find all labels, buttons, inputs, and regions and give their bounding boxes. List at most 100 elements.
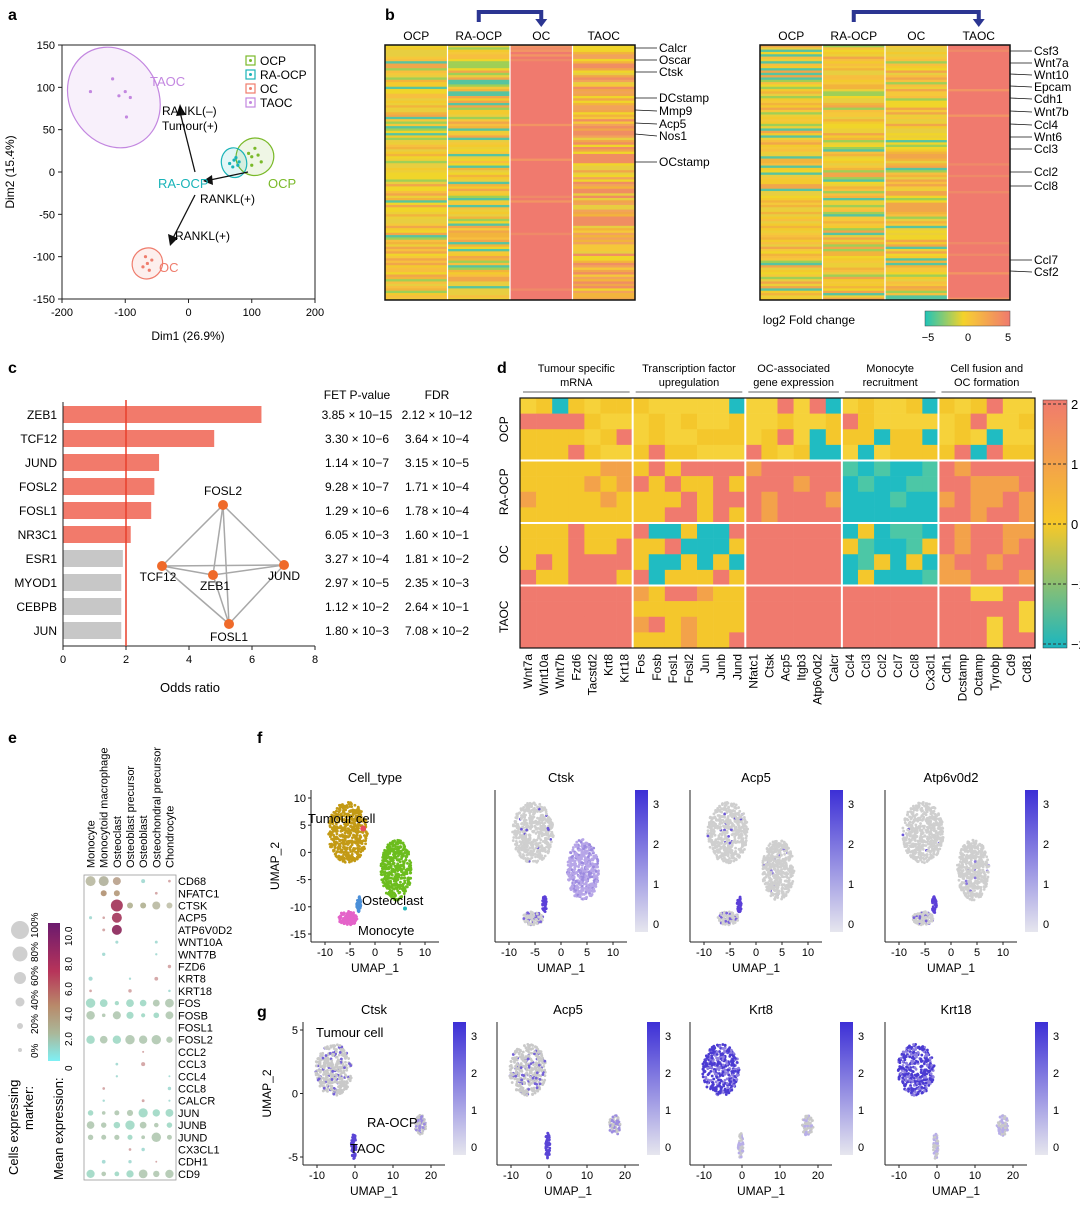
umap-point	[574, 888, 577, 892]
heatmap-cell	[947, 198, 1011, 201]
dotplot-gene-label: NFATC1	[178, 888, 219, 900]
dotplot-dot	[151, 1034, 161, 1045]
umap-point	[529, 857, 532, 861]
umap-point	[724, 851, 728, 855]
heatmap-d-cell	[568, 554, 585, 571]
heatmap-d-col-label: Wnt7a	[521, 654, 535, 689]
umap-point	[406, 882, 409, 886]
heatmap-cell	[510, 121, 573, 125]
fc-colorbar	[924, 310, 1011, 327]
heatmap-cell	[885, 237, 948, 241]
heatmap-cell	[885, 167, 948, 171]
umap-point	[737, 824, 741, 827]
umap-point	[401, 841, 405, 845]
heatmap-d-cell	[954, 585, 971, 602]
heatmap-cell	[572, 216, 636, 220]
mean-expr-label: 0	[64, 1065, 75, 1071]
heatmap-cell	[947, 179, 1011, 183]
umap-point	[535, 912, 539, 916]
heatmap-cell	[947, 123, 1011, 127]
heatmap-d-cell	[568, 569, 585, 586]
umap-point	[726, 815, 730, 819]
heatmap-cell	[760, 112, 823, 115]
network-node-label: FOSL1	[210, 630, 248, 644]
umap-point	[346, 851, 350, 855]
umap-point	[342, 911, 346, 915]
umap-point	[539, 915, 542, 918]
heatmap-cell	[822, 102, 886, 106]
dotplot-dot	[139, 1121, 147, 1129]
heatmap-d-cell	[793, 585, 810, 602]
heatmap-d-cell	[777, 632, 794, 649]
umap-point	[708, 845, 712, 849]
heatmap-d-cell	[680, 569, 698, 586]
heatmap-d-cell	[697, 413, 714, 430]
heatmap-d-cell	[841, 444, 859, 461]
fdr-value: 2.35 × 10−3	[405, 576, 469, 590]
heatmap-cell	[385, 230, 448, 234]
heatmap-d-cell	[922, 554, 939, 571]
umap-point	[403, 879, 407, 883]
heatmap-cell	[822, 75, 886, 78]
heatmap-d-cell	[857, 538, 875, 555]
heatmap-cell	[572, 121, 636, 125]
umap-point	[359, 904, 362, 908]
umap-point	[519, 842, 523, 846]
heatmap-d-cell	[713, 429, 730, 446]
heatmap-d-cell	[680, 601, 698, 618]
heatmap-d-cell	[729, 491, 746, 508]
umap-point	[348, 922, 352, 926]
heatmap-d-cell	[536, 491, 553, 508]
heatmap-cell	[822, 174, 886, 178]
umap-point	[579, 889, 583, 893]
heatmap-d-cell	[697, 569, 714, 586]
heatmap-cell	[822, 258, 886, 261]
umap-point	[392, 861, 396, 865]
heatmap-d-col-label: Tyrobp	[988, 654, 1002, 691]
heatmap-cell	[947, 262, 1011, 266]
heatmap-cell	[885, 223, 948, 227]
umap-point	[545, 812, 548, 816]
network-edge	[212, 504, 224, 576]
umap-point	[574, 879, 578, 883]
legend-swatch-ocp	[245, 55, 256, 66]
heatmap-d-cell	[713, 523, 730, 539]
heatmap-cell	[572, 272, 636, 275]
dotplot-dot	[113, 890, 120, 897]
umap-point	[526, 919, 530, 923]
heatmap-cell	[947, 112, 1011, 115]
heatmap-cell	[885, 293, 948, 296]
heatmap-d-cell	[793, 538, 810, 555]
heatmap-cell	[947, 223, 1011, 227]
heatmap-d-cell	[713, 507, 730, 524]
heatmap-cell	[510, 253, 573, 257]
heatmap-d-cell	[793, 444, 810, 461]
heatmap-cell	[385, 276, 448, 280]
heatmap-d-col-label: Ccl4	[843, 654, 857, 678]
fet-pvalue: 9.28 × 10−7	[325, 480, 389, 494]
heatmap-d-cell	[825, 476, 843, 493]
heatmap-cell	[447, 130, 511, 134]
heatmap-d-cell	[1018, 460, 1036, 477]
umap-point	[402, 892, 406, 895]
heatmap-cell	[947, 133, 1011, 136]
heatmap-cell	[447, 54, 511, 57]
umap-point	[530, 817, 534, 821]
heatmap-cell	[572, 56, 636, 60]
heatmap-cell	[760, 147, 823, 150]
heatmap-cell	[572, 72, 636, 76]
heatmap-d-cell	[777, 507, 794, 524]
heatmap-cell	[885, 286, 948, 289]
dotplot-dot	[101, 1159, 106, 1164]
heatmap-cell	[447, 61, 511, 64]
arrow-head-1	[203, 175, 213, 185]
heatmap-cell	[447, 116, 511, 120]
dotplot-gene-label: JUNB	[178, 1120, 207, 1132]
heatmap-cell	[385, 246, 448, 250]
umap-point	[733, 838, 737, 842]
gene-leader-line	[1009, 85, 1033, 88]
umap-point	[569, 861, 572, 865]
umap-point	[544, 897, 548, 901]
heatmap-d-col-label: Cdh1	[939, 654, 953, 683]
umap-point	[356, 825, 360, 828]
